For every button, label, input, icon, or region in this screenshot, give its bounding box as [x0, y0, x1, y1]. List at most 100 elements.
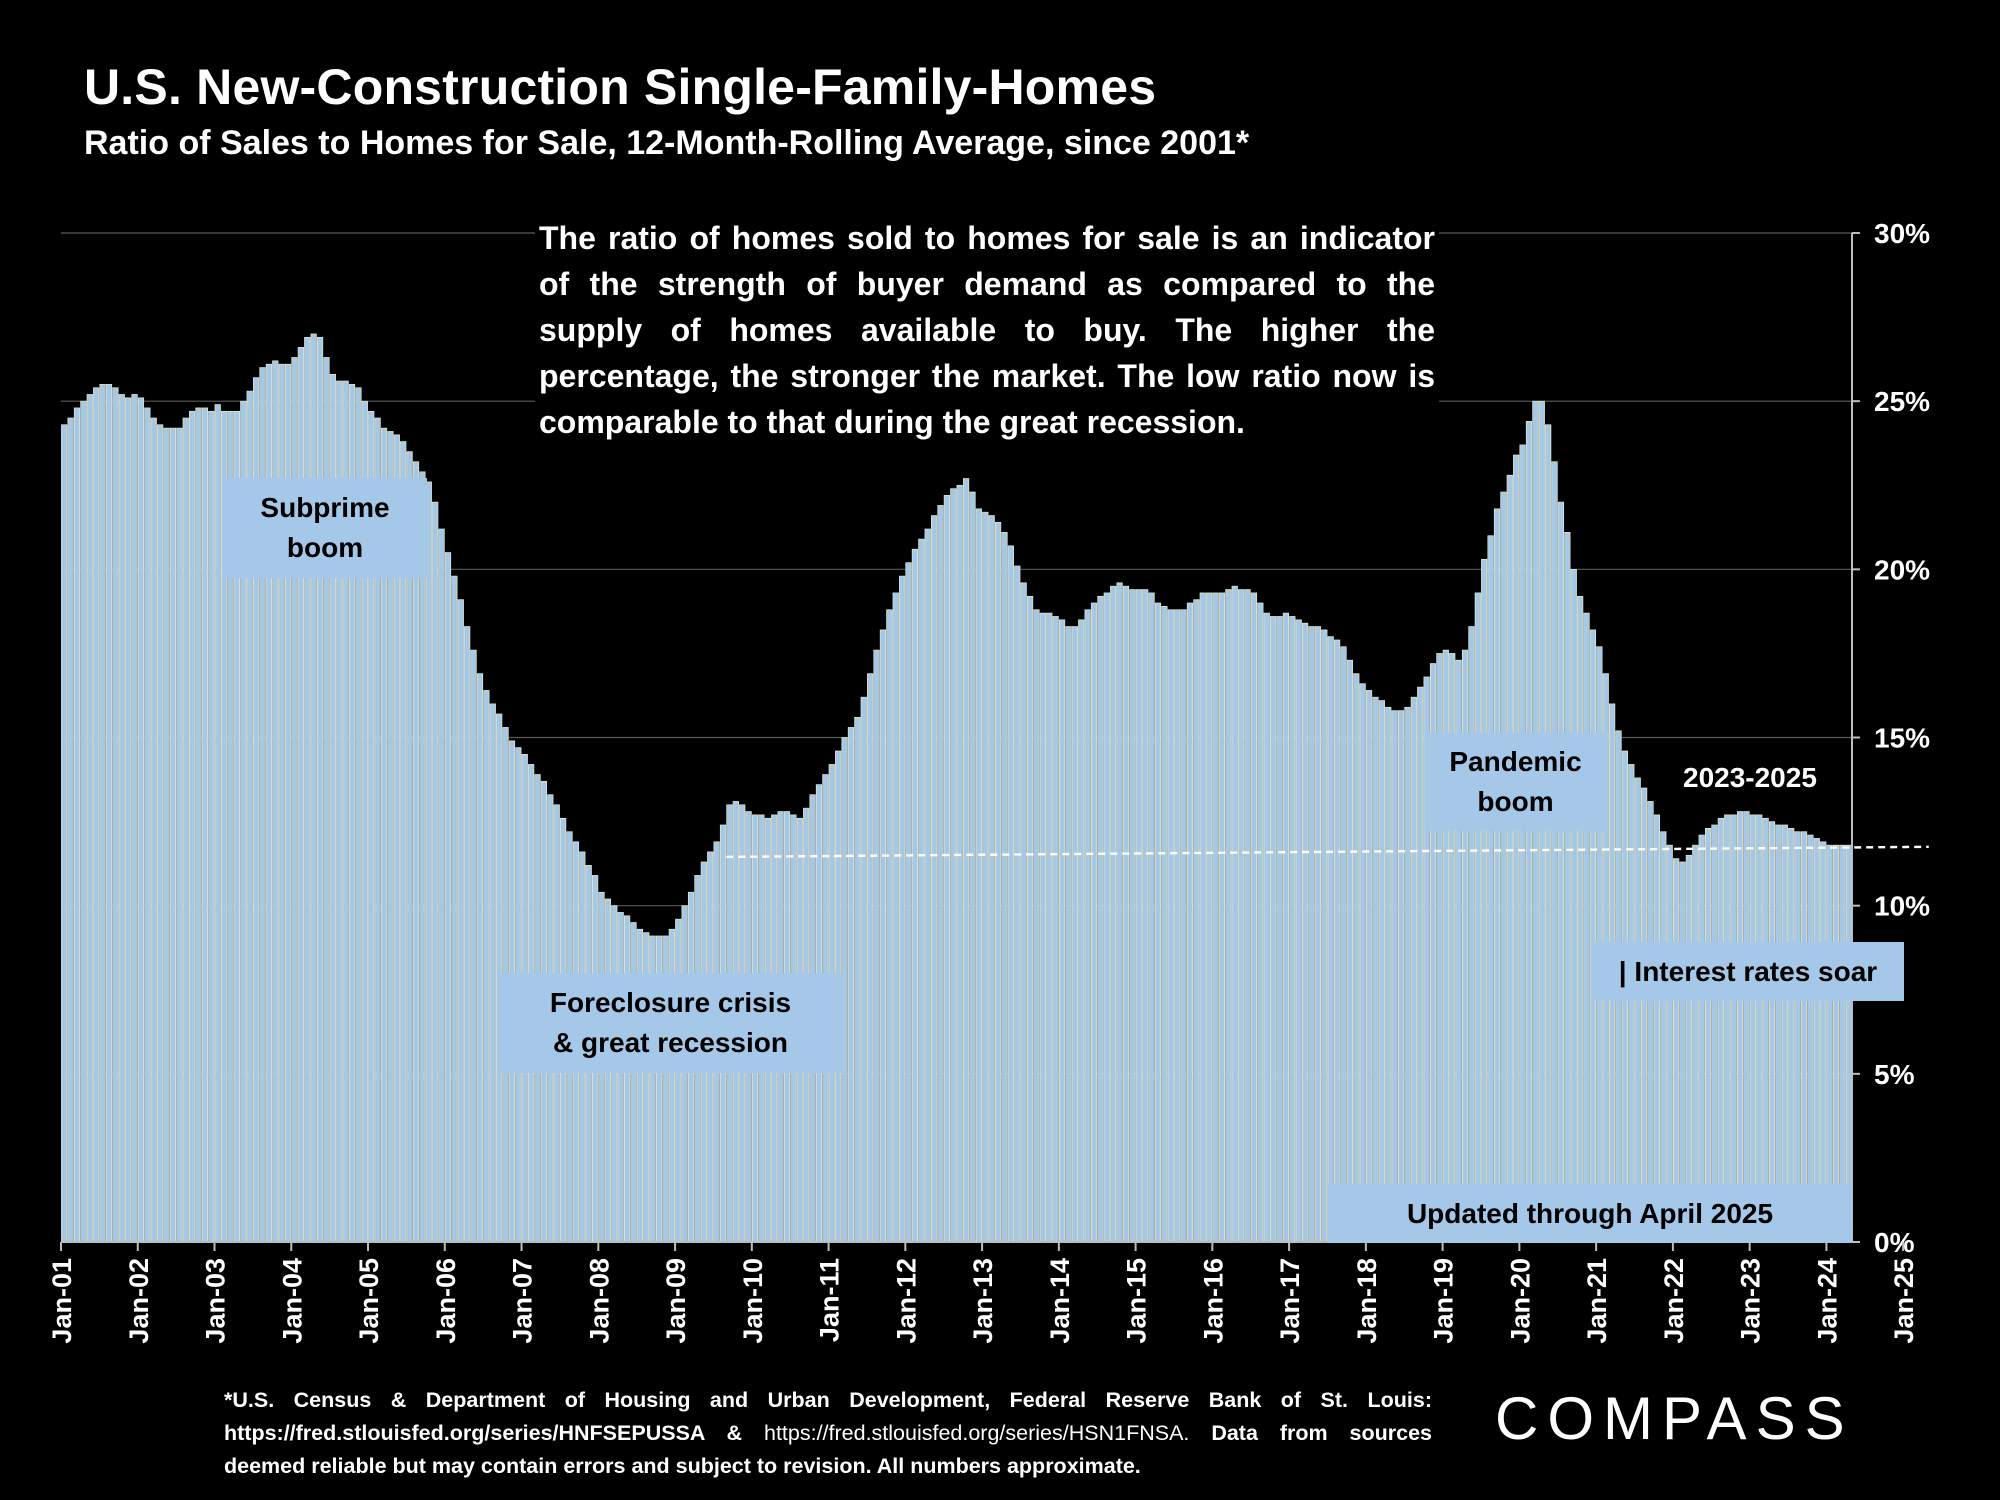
x-tick-label-8: Jan-09	[661, 1258, 691, 1344]
bar-250	[1660, 831, 1667, 1243]
bar-222	[1481, 558, 1488, 1243]
bar-267	[1768, 821, 1776, 1243]
bar-89	[630, 922, 637, 1243]
bar-141	[962, 478, 970, 1243]
dashed-trend-line	[726, 845, 1929, 859]
bar-209	[1397, 710, 1405, 1243]
bar-9	[118, 394, 125, 1243]
y-tick-label-5: 5%	[1874, 1059, 1915, 1090]
bar-266	[1762, 817, 1769, 1243]
bar-135	[924, 528, 931, 1243]
bar-247	[1641, 787, 1648, 1243]
x-tick-label-6: Jan-07	[508, 1258, 538, 1344]
bar-197	[1321, 629, 1328, 1243]
bar-272	[1800, 831, 1808, 1243]
y-tick-label-15: 15%	[1874, 723, 1930, 754]
bar-166	[1122, 585, 1130, 1243]
bar-7	[105, 384, 113, 1243]
bar-278	[1839, 844, 1846, 1243]
bar-155	[1052, 616, 1059, 1243]
bar-227	[1513, 454, 1520, 1243]
bar-225	[1500, 491, 1507, 1243]
bar-265	[1756, 814, 1763, 1243]
bar-62	[457, 599, 464, 1243]
bar-21	[195, 407, 202, 1243]
y-tick-label-30: 30%	[1874, 218, 1930, 249]
x-tick-label-14: Jan-15	[1122, 1258, 1152, 1344]
x-tick-label-24: Jan-25	[1889, 1258, 1919, 1344]
callout-subprime-line1: Subprime	[260, 492, 390, 523]
bar-86	[611, 905, 618, 1243]
footnote-part3: Data from sources deemed reliable but ma…	[224, 1421, 1432, 1478]
bar-228	[1519, 444, 1526, 1243]
bar-204	[1365, 690, 1373, 1243]
bar-229	[1525, 421, 1533, 1243]
callout-foreclosure-crisis: Foreclosure crisis & great recession	[498, 973, 843, 1073]
bar-40	[316, 336, 324, 1243]
bar-188	[1263, 612, 1270, 1243]
bar-147	[1001, 532, 1008, 1243]
x-tick-label-23: Jan-24	[1812, 1258, 1842, 1344]
bar-212	[1417, 686, 1424, 1243]
x-tick-label-15: Jan-16	[1198, 1258, 1228, 1344]
bar-248	[1647, 801, 1654, 1243]
bar-178	[1199, 592, 1206, 1243]
bar-239	[1589, 629, 1597, 1243]
callout-subprime-boom: Subprime boom	[223, 478, 427, 578]
bar-179	[1206, 592, 1213, 1243]
bar-88	[623, 915, 631, 1243]
bar-195	[1308, 626, 1315, 1243]
bar-190	[1276, 616, 1283, 1243]
x-tick-label-1: Jan-02	[124, 1258, 154, 1344]
explanation-note: The ratio of homes sold to homes for sal…	[535, 215, 1439, 445]
bar-262	[1736, 811, 1744, 1243]
bar-123	[847, 727, 855, 1243]
bar-177	[1193, 599, 1200, 1243]
bar-97	[681, 905, 688, 1243]
bar-163	[1103, 592, 1110, 1243]
annotation-2023-2025: 2023-2025	[1683, 762, 1817, 793]
bar-206	[1378, 700, 1385, 1243]
bar-150	[1020, 582, 1027, 1243]
bar-13	[144, 407, 151, 1243]
x-tick-label-11: Jan-12	[891, 1258, 921, 1344]
bar-264	[1749, 814, 1756, 1243]
bar-162	[1097, 595, 1104, 1243]
bar-160	[1084, 609, 1091, 1243]
bar-133	[911, 548, 919, 1243]
bar-56	[419, 471, 426, 1243]
bar-143	[975, 508, 982, 1243]
bar-67	[489, 703, 496, 1243]
bar-19	[182, 417, 189, 1243]
bar-226	[1506, 474, 1513, 1243]
bar-159	[1078, 619, 1085, 1243]
source-footnote: *U.S. Census & Department of Housing and…	[224, 1384, 1432, 1483]
bar-59	[438, 528, 445, 1243]
x-tick-label-2: Jan-03	[201, 1258, 231, 1344]
x-tick-label-20: Jan-21	[1582, 1258, 1612, 1344]
bar-161	[1090, 602, 1098, 1243]
bar-234	[1557, 501, 1565, 1243]
bar-164	[1110, 585, 1117, 1243]
bar-189	[1270, 616, 1277, 1243]
bar-6	[99, 384, 106, 1243]
bar-263	[1743, 811, 1750, 1243]
bar-201	[1346, 659, 1353, 1243]
bar-145	[988, 515, 995, 1243]
bar-207	[1385, 706, 1392, 1243]
bar-274	[1813, 838, 1820, 1243]
bar-199	[1333, 639, 1341, 1243]
bar-22	[201, 407, 209, 1243]
bar-182	[1225, 589, 1232, 1243]
bar-191	[1282, 612, 1290, 1243]
bar-202	[1353, 673, 1360, 1243]
bar-0	[61, 424, 68, 1243]
bar-236	[1570, 569, 1577, 1243]
bar-208	[1391, 710, 1398, 1243]
bar-211	[1410, 696, 1417, 1243]
bar-245	[1628, 764, 1635, 1243]
bar-221	[1474, 592, 1481, 1243]
y-tick-label-25: 25%	[1874, 386, 1930, 417]
bar-198	[1327, 636, 1334, 1243]
y-tick-label-0: 0%	[1874, 1227, 1915, 1258]
